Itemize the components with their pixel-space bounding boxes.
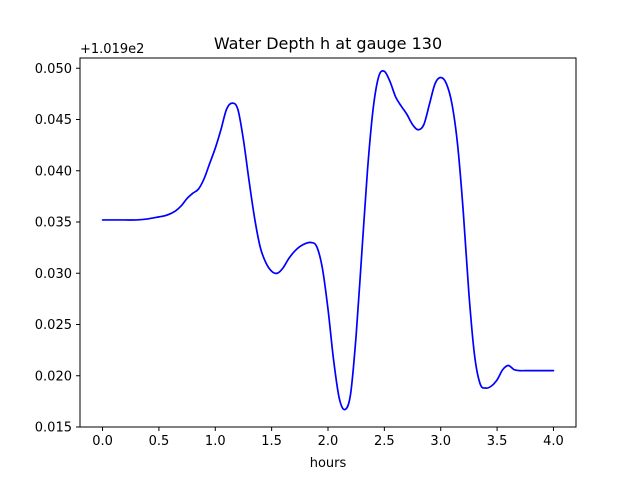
x-tick-label: 1.5: [261, 434, 282, 449]
x-tick-label: 3.0: [430, 434, 451, 449]
y-tick-label: 0.025: [35, 318, 72, 333]
y-tick-label: 0.020: [35, 369, 72, 384]
y-tick-label: 0.045: [35, 113, 72, 128]
x-axis-label: hours: [310, 456, 347, 471]
x-tick-label: 4.0: [543, 434, 564, 449]
series-layer: [101, 70, 555, 411]
x-tick-label: 1.0: [205, 434, 226, 449]
x-tick-label: 2.0: [318, 434, 339, 449]
y-axis: 0.015 0.020 0.025 0.030 0.035 0.040 0.045 0.050: [35, 62, 80, 436]
y-tick-label: 0.040: [35, 164, 72, 179]
y-tick-label: 0.050: [35, 62, 72, 77]
x-tick-label: 0.0: [92, 434, 113, 449]
x-tick-label: 3.5: [487, 434, 508, 449]
series-line-0: [101, 70, 555, 411]
x-tick-label: 0.5: [149, 434, 170, 449]
x-axis: 0.0 0.5 1.0 1.5 2.0 2.5 3.0 3.5 4.0: [92, 427, 564, 449]
chart-title: Water Depth h at gauge 130: [214, 34, 442, 53]
x-tick-label: 2.5: [374, 434, 395, 449]
y-tick-label: 0.035: [35, 216, 72, 231]
y-axis-offset-label: +1.019e2: [80, 42, 144, 57]
y-tick-label: 0.015: [35, 421, 72, 436]
y-tick-label: 0.030: [35, 267, 72, 282]
